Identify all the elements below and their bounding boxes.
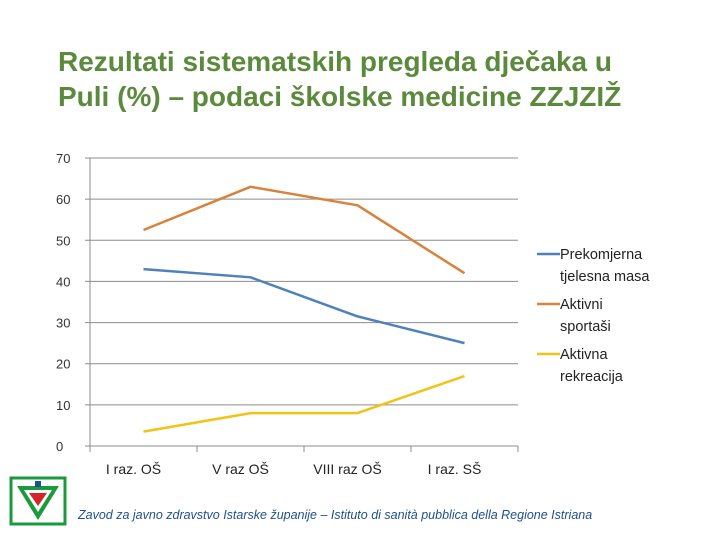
x-tick-label-3: I raz. SŠ <box>428 461 482 477</box>
y-tick-label-4: 40 <box>56 274 70 289</box>
footer-text: Zavod za javno zdravstvo Istarske župani… <box>78 508 593 522</box>
legend-label-2-0: Aktivna <box>560 347 608 363</box>
page-title: Rezultati sistematskih pregleda dječaka … <box>58 44 698 114</box>
institute-logo <box>9 476 67 526</box>
legend-label-0-1: tjelesna masa <box>560 269 650 285</box>
y-tick-label-7: 70 <box>56 151 70 166</box>
title-line-2: Puli (%) – podaci školske medicine ZZJZI… <box>58 81 622 112</box>
title-line-1: Rezultati sistematskih pregleda dječaka … <box>58 46 612 77</box>
y-tick-label-5: 50 <box>56 233 70 248</box>
line-chart: 0 10 20 30 40 50 60 70 I raz. OŠ V raz OŠ VIII raz… <box>56 151 650 477</box>
y-tick-label-0: 0 <box>56 439 63 454</box>
y-tick-label-6: 60 <box>56 192 70 207</box>
legend-label-1-1: sportaši <box>560 319 611 335</box>
legend-label-2-1: rekreacija <box>560 369 624 385</box>
y-tick-label-3: 30 <box>56 316 70 331</box>
legend-label-0-0: Prekomjerna <box>560 247 643 263</box>
x-tick-label-1: V raz OŠ <box>212 461 269 477</box>
series-line-2 <box>143 374 465 433</box>
series-line-0 <box>143 267 465 345</box>
series-line-1 <box>143 185 466 275</box>
x-tick-label-0: I raz. OŠ <box>106 461 161 477</box>
y-tick-label-2: 20 <box>56 357 70 372</box>
x-tick-label-2: VIII raz OŠ <box>313 461 381 477</box>
y-tick-label-1: 10 <box>56 398 70 413</box>
legend-label-1-0: Aktivni <box>560 297 603 313</box>
